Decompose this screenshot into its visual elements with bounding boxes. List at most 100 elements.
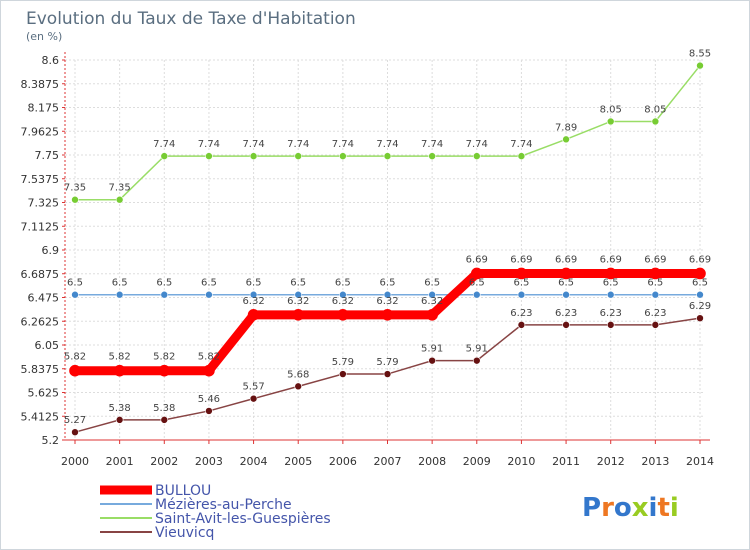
data-label: 7.35 — [109, 183, 131, 194]
logo-letter: t — [657, 493, 669, 523]
proxiti-logo: Proxiti — [582, 493, 679, 523]
data-point — [696, 61, 704, 70]
data-label: 7.74 — [198, 139, 220, 150]
data-point — [517, 321, 526, 329]
y-tick-label: 7.325 — [28, 197, 60, 210]
data-label: 6.69 — [644, 254, 666, 265]
data-point — [426, 309, 438, 321]
data-point — [472, 290, 481, 299]
data-label: 6.32 — [287, 296, 309, 307]
data-point — [115, 290, 124, 299]
y-tick-label: 6.9 — [42, 244, 60, 257]
data-label: 6.5 — [469, 278, 485, 289]
data-label: 5.82 — [153, 352, 175, 363]
y-tick-label: 5.8375 — [21, 363, 60, 376]
data-point — [649, 267, 662, 280]
data-point — [606, 321, 615, 329]
data-point — [651, 290, 660, 299]
data-label: 5.82 — [64, 352, 86, 363]
x-tick-label: 2002 — [150, 455, 178, 468]
data-label: 8.05 — [644, 104, 666, 115]
data-label: 6.5 — [692, 278, 708, 289]
y-tick-label: 6.05 — [35, 339, 60, 352]
legend-label: Saint-Avit-les-Guespières — [155, 511, 331, 527]
data-point — [696, 290, 704, 299]
data-label: 6.5 — [290, 278, 306, 289]
data-point — [606, 117, 615, 126]
data-label: 5.68 — [287, 369, 309, 380]
y-tick-label: 7.9625 — [21, 125, 60, 138]
logo-letter: o — [614, 493, 632, 523]
x-tick-label: 2011 — [552, 455, 580, 468]
data-point — [71, 195, 79, 204]
data-point — [339, 152, 347, 160]
y-tick-label: 8.6 — [42, 54, 60, 67]
data-label: 7.74 — [153, 139, 175, 150]
data-label: 7.35 — [64, 183, 86, 194]
data-label: 8.55 — [689, 49, 711, 60]
data-label: 6.5 — [380, 278, 396, 289]
data-label: 6.5 — [424, 278, 440, 289]
data-point — [205, 290, 213, 299]
x-tick-label: 2000 — [61, 455, 89, 468]
y-tick-label: 5.4125 — [21, 410, 60, 423]
y-tick-label: 7.75 — [35, 149, 60, 162]
data-label: 7.74 — [466, 139, 488, 150]
data-point — [562, 321, 570, 329]
data-point — [113, 364, 126, 377]
chart-title: Evolution du Taux de Taxe d'Habitation — [26, 9, 356, 29]
data-point — [606, 290, 615, 299]
y-tick-label: 6.6875 — [21, 268, 60, 281]
data-label: 6.32 — [332, 296, 354, 307]
x-tick-label: 2005 — [284, 455, 312, 468]
data-label: 6.23 — [644, 308, 666, 319]
data-point — [651, 321, 660, 329]
data-label: 5.82 — [198, 352, 220, 363]
data-label: 5.79 — [332, 357, 354, 368]
logo-letter: r — [601, 493, 614, 523]
legend-label: Vieuvicq — [155, 525, 214, 541]
data-point — [115, 416, 124, 424]
y-tick-label: 6.475 — [28, 292, 60, 305]
y-tick-label: 8.3875 — [21, 78, 60, 91]
data-point — [294, 290, 303, 299]
data-label: 6.5 — [603, 278, 619, 289]
logo-letter: i — [649, 493, 658, 523]
data-point — [560, 267, 572, 280]
data-label: 6.69 — [510, 254, 532, 265]
data-label: 7.74 — [421, 139, 443, 150]
data-point — [517, 290, 526, 299]
legend-label: Mézières-au-Perche — [155, 497, 292, 513]
data-label: 6.5 — [201, 278, 217, 289]
data-label: 5.38 — [109, 403, 131, 414]
x-tick-label: 2001 — [106, 455, 134, 468]
data-point — [515, 267, 528, 280]
data-labels: 7.35 7.35 7.74 7.74 7.74 7.74 7.74 7.74 7.74 7.74… — [64, 49, 711, 427]
data-point — [381, 309, 394, 321]
data-label: 5.57 — [242, 382, 264, 393]
data-label: 7.74 — [332, 139, 354, 150]
x-tick-labels: 2000 2001 2002 2003 2004 2005 2006 2007 2008 2009… — [61, 455, 714, 468]
data-label: 5.38 — [153, 403, 175, 414]
y-tick-label: 7.1125 — [21, 220, 60, 233]
data-point — [383, 370, 392, 378]
legend: BULLOUMézières-au-PercheSaint-Avit-les-G… — [100, 483, 331, 541]
data-point — [472, 356, 481, 365]
data-point — [249, 152, 258, 160]
data-point — [472, 152, 481, 160]
data-label: 5.91 — [466, 344, 488, 355]
x-tick-label: 2009 — [463, 455, 491, 468]
y-tick-label: 5.2 — [42, 434, 60, 447]
data-point — [428, 356, 436, 365]
data-point — [383, 152, 392, 160]
y-tick-label: 7.5375 — [21, 173, 60, 186]
data-point — [294, 382, 303, 391]
data-point — [115, 195, 124, 204]
series-lines — [69, 61, 706, 436]
data-point — [292, 309, 305, 321]
data-point — [604, 267, 617, 280]
x-tick-label: 2003 — [195, 455, 223, 468]
data-point — [337, 309, 349, 321]
data-point — [203, 364, 215, 377]
